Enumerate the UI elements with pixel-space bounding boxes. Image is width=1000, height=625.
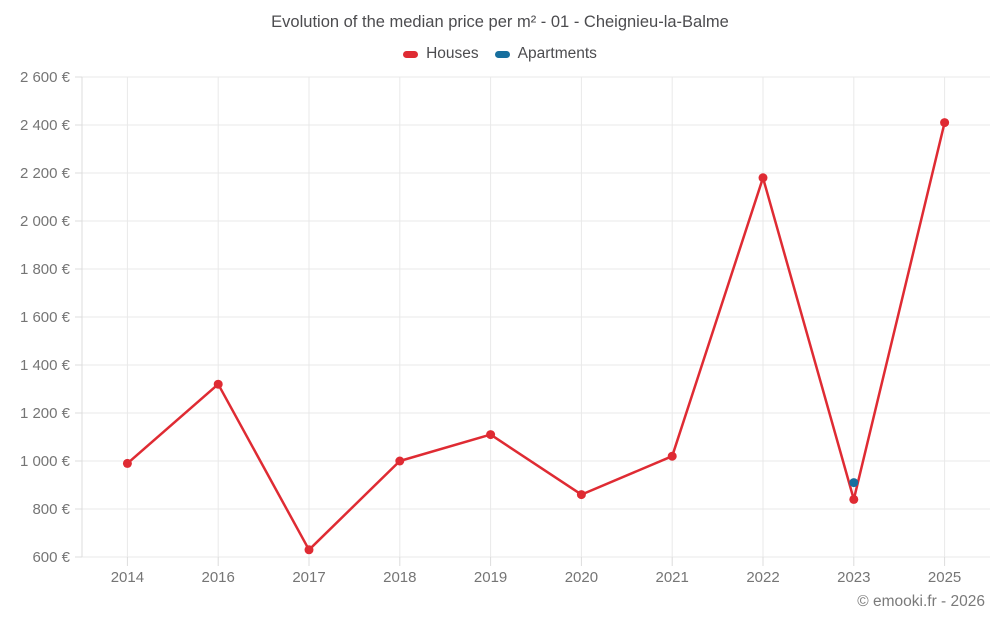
gridlines xyxy=(75,76,990,566)
houses-point-2023[interactable] xyxy=(849,494,859,504)
houses-point-2022[interactable] xyxy=(758,173,768,183)
x-axis-labels: 2014 2016 2017 2018 2019 2020 2021 2022 2023 2025 xyxy=(111,569,962,586)
y-tick-label: 1 800 € xyxy=(20,261,71,278)
x-tick-label: 2018 xyxy=(383,569,416,586)
apartments-legend-label: Apartments xyxy=(517,45,597,62)
houses-point-2017[interactable] xyxy=(304,545,314,555)
x-tick-label: 2022 xyxy=(746,569,779,586)
legend: Houses Apartments xyxy=(0,45,1000,63)
y-tick-label: 2 600 € xyxy=(20,69,71,86)
chart-title: Evolution of the median price per m² - 0… xyxy=(271,13,729,31)
apartments-legend-swatch xyxy=(494,50,510,58)
x-tick-label: 2017 xyxy=(292,569,325,586)
houses-point-2014[interactable] xyxy=(122,458,132,468)
y-tick-label: 1 400 € xyxy=(20,357,71,374)
copyright-footer: © emooki.fr - 2026 xyxy=(857,593,985,610)
y-tick-label: 600 € xyxy=(32,549,70,566)
legend-item-houses[interactable]: Houses xyxy=(403,45,479,63)
houses-point-2016[interactable] xyxy=(213,379,223,389)
x-tick-label: 2021 xyxy=(656,569,689,586)
y-tick-label: 2 000 € xyxy=(20,213,71,230)
x-tick-label: 2023 xyxy=(837,569,870,586)
houses-point-2018[interactable] xyxy=(395,456,405,466)
x-tick-label: 2019 xyxy=(474,569,507,586)
series-apartments xyxy=(849,478,859,488)
houses-point-2025[interactable] xyxy=(940,118,950,128)
houses-line xyxy=(126,121,946,552)
y-tick-label: 1 200 € xyxy=(20,405,71,422)
y-tick-label: 2 400 € xyxy=(20,117,71,134)
houses-legend-label: Houses xyxy=(426,45,479,62)
x-tick-label: 2014 xyxy=(111,569,144,586)
y-axis-labels: 600 € 800 € 1 000 € 1 200 € 1 400 € 1 600 € 1 … xyxy=(20,69,71,566)
x-tick-label: 2025 xyxy=(928,569,961,586)
houses-point-2019[interactable] xyxy=(486,430,496,440)
houses-legend-swatch xyxy=(403,50,419,58)
y-tick-label: 800 € xyxy=(32,501,70,518)
apartments-point-2023[interactable] xyxy=(849,478,859,488)
houses-point-2020[interactable] xyxy=(576,490,586,500)
x-tick-label: 2016 xyxy=(202,569,235,586)
series-houses xyxy=(122,118,950,555)
x-tick-label: 2020 xyxy=(565,569,598,586)
y-tick-label: 2 200 € xyxy=(20,165,71,182)
y-tick-label: 1 600 € xyxy=(20,309,71,326)
legend-item-apartments[interactable]: Apartments xyxy=(494,45,597,63)
y-tick-label: 1 000 € xyxy=(20,453,71,470)
houses-point-2021[interactable] xyxy=(667,451,677,461)
